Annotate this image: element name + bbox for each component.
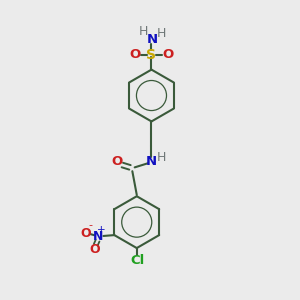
Text: O: O (80, 227, 91, 240)
Text: O: O (130, 48, 141, 62)
Text: H: H (139, 26, 148, 38)
Text: N: N (146, 33, 158, 46)
Text: Cl: Cl (130, 254, 145, 267)
Text: H: H (157, 27, 167, 40)
Text: S: S (146, 48, 157, 62)
Text: N: N (145, 155, 156, 168)
Text: -: - (89, 220, 93, 230)
Text: N: N (93, 230, 103, 243)
Text: +: + (97, 225, 106, 235)
Text: O: O (90, 243, 101, 256)
Text: H: H (157, 152, 167, 164)
Text: O: O (162, 48, 173, 62)
Text: O: O (111, 155, 123, 168)
